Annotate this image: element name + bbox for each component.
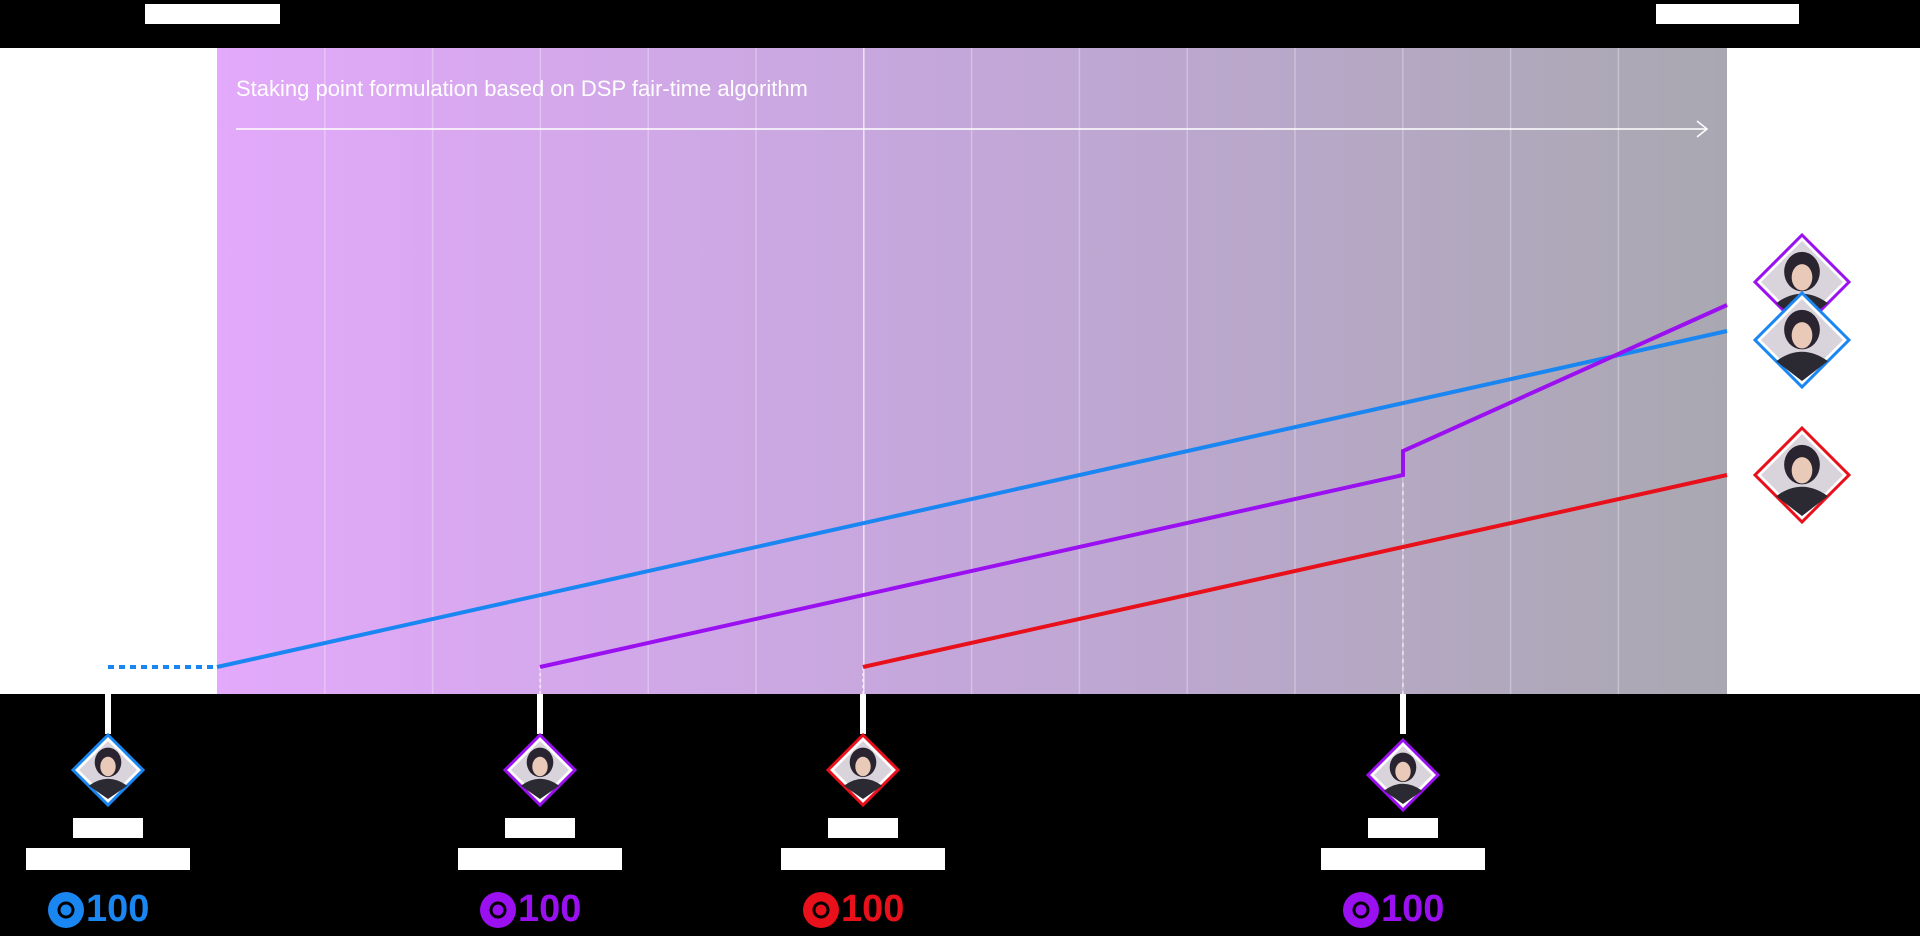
stake-amount: 100 bbox=[841, 888, 904, 930]
stake-line bbox=[539, 303, 1728, 669]
marker-stem bbox=[1400, 694, 1406, 734]
grid bbox=[324, 48, 1620, 694]
avatar-body bbox=[843, 778, 883, 799]
label-line-2 bbox=[1321, 848, 1485, 870]
coin-icon-inner bbox=[489, 901, 507, 919]
stake-amount: 100 bbox=[86, 888, 149, 930]
avatar-face bbox=[1395, 761, 1411, 782]
header-label-right bbox=[1656, 4, 1799, 24]
chart-area bbox=[217, 48, 1727, 694]
avatar bbox=[1752, 232, 1852, 332]
label-line-1 bbox=[505, 818, 575, 838]
avatar-body bbox=[520, 778, 560, 799]
avatar-face bbox=[855, 756, 871, 777]
stake-amount: 100 bbox=[1381, 888, 1444, 930]
coin-icon bbox=[48, 892, 84, 928]
header-label-left bbox=[145, 4, 280, 24]
marker-stem bbox=[105, 694, 111, 734]
coin-icon bbox=[803, 892, 839, 928]
label-line-1 bbox=[1368, 818, 1438, 838]
avatar-face bbox=[1791, 264, 1813, 291]
marker-stem bbox=[860, 694, 866, 734]
label-line-1 bbox=[73, 818, 143, 838]
label-line-1 bbox=[828, 818, 898, 838]
time-arrow-head bbox=[1696, 120, 1709, 138]
coin-icon-inner bbox=[812, 901, 830, 919]
player-markers: 100 100 100 100 bbox=[26, 694, 1485, 930]
avatar bbox=[1365, 737, 1441, 813]
coin-icon-inner bbox=[57, 901, 75, 919]
coin-icon bbox=[1343, 892, 1379, 928]
avatar-body bbox=[1776, 486, 1828, 516]
label-line-2 bbox=[458, 848, 622, 870]
avatars bbox=[1752, 232, 1852, 525]
diagram-title: Staking point formulation based on DSP f… bbox=[236, 76, 808, 101]
coin-icon-inner bbox=[1352, 901, 1370, 919]
marker-stem bbox=[537, 694, 543, 734]
avatar-body bbox=[1383, 783, 1423, 804]
coin-icon bbox=[480, 892, 516, 928]
avatar bbox=[70, 732, 146, 808]
avatar-face bbox=[100, 756, 116, 777]
avatar-face bbox=[1791, 322, 1813, 349]
stake-line bbox=[862, 473, 1728, 669]
stake-amount: 100 bbox=[518, 888, 581, 930]
stake-lines bbox=[108, 303, 1728, 669]
avatar-body bbox=[88, 778, 128, 799]
avatar-face bbox=[532, 756, 548, 777]
stake-line bbox=[216, 329, 1728, 669]
avatar-body bbox=[1776, 351, 1828, 381]
avatar bbox=[1752, 425, 1852, 525]
avatar bbox=[502, 732, 578, 808]
avatar bbox=[1752, 290, 1852, 390]
avatar-face bbox=[1791, 457, 1813, 484]
label-line-2 bbox=[26, 848, 190, 870]
label-line-2 bbox=[781, 848, 945, 870]
avatar bbox=[825, 732, 901, 808]
